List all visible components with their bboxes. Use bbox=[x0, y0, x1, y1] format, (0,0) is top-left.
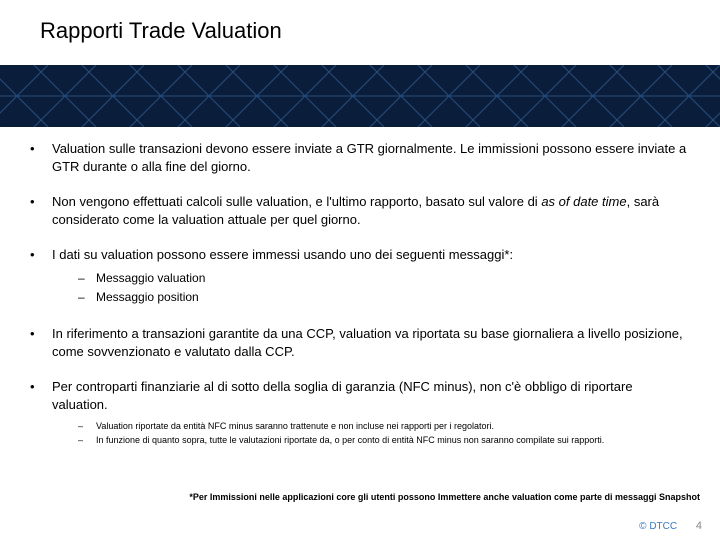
bullet-body: Valuation sulle transazioni devono esser… bbox=[52, 140, 690, 175]
sub-item: –Messaggio valuation bbox=[52, 270, 690, 287]
slide: Rapporti Trade Valuation •Valuation sull… bbox=[0, 0, 720, 540]
bullet-item: •In riferimento a transazioni garantite … bbox=[30, 325, 690, 360]
sub-item: –In funzione di quanto sopra, tutte le v… bbox=[52, 434, 690, 447]
sub-list-small: –Valuation riportate da entità NFC minus… bbox=[52, 420, 690, 447]
bullet-body: Non vengono effettuati calcoli sulle val… bbox=[52, 193, 690, 228]
band-pattern bbox=[0, 65, 720, 127]
page-title: Rapporti Trade Valuation bbox=[40, 18, 282, 44]
bullet-marker: • bbox=[30, 325, 52, 360]
dash-marker: – bbox=[78, 420, 96, 433]
bullet-text: I dati su valuation possono essere immes… bbox=[52, 246, 690, 264]
copyright: © DTCC bbox=[639, 521, 677, 532]
bullet-body: Per controparti finanziarie al di sotto … bbox=[52, 378, 690, 448]
bullet-text: Valuation sulle transazioni devono esser… bbox=[52, 140, 690, 175]
bullet-item: •I dati su valuation possono essere imme… bbox=[30, 246, 690, 307]
sub-item: –Messaggio position bbox=[52, 289, 690, 306]
footnote: *Per Immissioni nelle applicazioni core … bbox=[20, 492, 700, 502]
bullet-item: •Per controparti finanziarie al di sotto… bbox=[30, 378, 690, 448]
bullet-text: Non vengono effettuati calcoli sulle val… bbox=[52, 193, 690, 228]
dash-marker: – bbox=[78, 289, 96, 306]
bullet-item: •Non vengono effettuati calcoli sulle va… bbox=[30, 193, 690, 228]
bullet-marker: • bbox=[30, 378, 52, 448]
bullet-body: I dati su valuation possono essere immes… bbox=[52, 246, 690, 307]
sub-item: –Valuation riportate da entità NFC minus… bbox=[52, 420, 690, 433]
sub-text: Messaggio position bbox=[96, 289, 199, 306]
sub-text: Messaggio valuation bbox=[96, 270, 205, 287]
dash-marker: – bbox=[78, 270, 96, 287]
sub-list: –Messaggio valuation–Messaggio position bbox=[52, 270, 690, 306]
content-area: •Valuation sulle transazioni devono esse… bbox=[30, 140, 690, 467]
bullet-item: •Valuation sulle transazioni devono esse… bbox=[30, 140, 690, 175]
bullet-marker: • bbox=[30, 246, 52, 307]
footer: © DTCC 4 bbox=[639, 520, 702, 532]
bullet-marker: • bbox=[30, 140, 52, 175]
bullet-body: In riferimento a transazioni garantite d… bbox=[52, 325, 690, 360]
decorative-band bbox=[0, 65, 720, 127]
bullet-list: •Valuation sulle transazioni devono esse… bbox=[30, 140, 690, 449]
bullet-marker: • bbox=[30, 193, 52, 228]
sub-text: Valuation riportate da entità NFC minus … bbox=[96, 420, 494, 433]
sub-text: In funzione di quanto sopra, tutte le va… bbox=[96, 434, 604, 447]
bullet-text: In riferimento a transazioni garantite d… bbox=[52, 325, 690, 360]
bullet-text: Per controparti finanziarie al di sotto … bbox=[52, 378, 690, 413]
page-number: 4 bbox=[696, 520, 702, 532]
dash-marker: – bbox=[78, 434, 96, 447]
